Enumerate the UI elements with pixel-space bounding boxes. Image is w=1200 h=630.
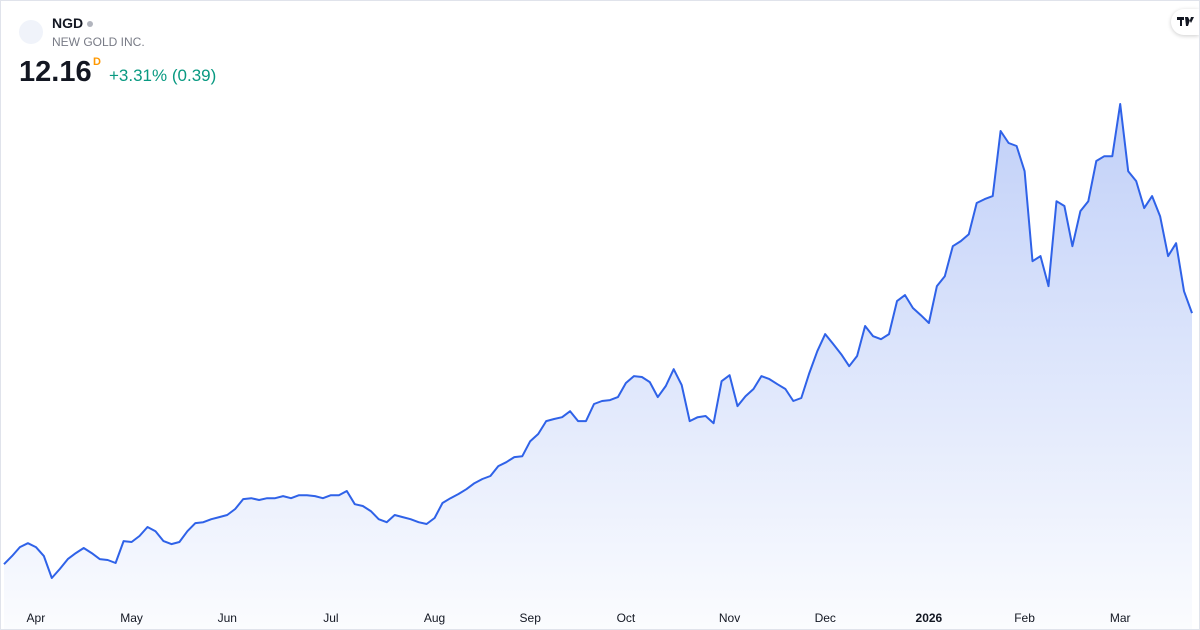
symbol: NGD [52,15,94,31]
status-dot [87,21,94,28]
price-line [3,103,1193,579]
x-tick-label: Nov [719,611,740,625]
x-tick-label: Feb [1014,611,1035,625]
symbol-logo [19,20,43,44]
logo-icon [1177,17,1194,26]
x-tick-label: Jun [218,611,237,625]
x-tick-label: Jul [323,611,338,625]
tradingview-logo[interactable] [1171,9,1199,35]
symbol-text: NGD [52,15,84,31]
x-tick-label: May [120,611,143,625]
company-name: NEW GOLD INC. [52,35,145,49]
x-tick-label: Sep [520,611,542,625]
area [4,104,1192,629]
price: 12.16 [19,56,92,88]
x-tick-label: Oct [617,611,636,625]
x-tick-label: Mar [1110,611,1131,625]
x-tick-label: 2026 [916,611,943,625]
x-tick-label: Dec [815,611,836,625]
interval: D [93,56,101,68]
logo-shape [1177,17,1194,26]
price-change: +3.31% (0.39) [109,66,217,85]
x-tick-label: Aug [424,611,445,625]
x-tick-label: Apr [27,611,46,625]
